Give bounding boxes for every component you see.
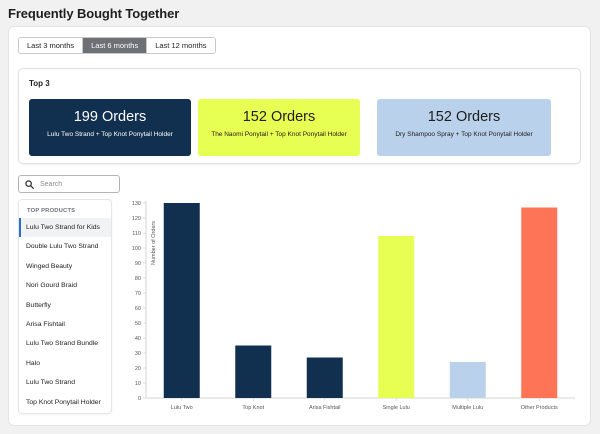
y-tick-label: 100	[132, 246, 141, 252]
bar-lulu-two	[163, 203, 200, 398]
y-tick-label: 80	[135, 276, 141, 282]
product-item[interactable]: Arisa Fishtail	[26, 320, 65, 328]
y-axis-label: Number of Orders	[151, 221, 157, 265]
y-tick-label: 60	[135, 306, 141, 312]
top3-title: Top 3	[29, 79, 50, 88]
top-products-list: TOP PRODUCTS Lulu Two Strand for Kids Do…	[18, 199, 112, 414]
x-tick-label: Other Products	[521, 405, 558, 411]
tab-last-12-months[interactable]: Last 12 months	[147, 38, 215, 53]
y-tick-label: 70	[135, 291, 141, 297]
product-item[interactable]: Butterfly	[26, 301, 51, 309]
product-item[interactable]: Double Lulu Two Strand	[26, 243, 99, 251]
y-tick-label: 110	[132, 231, 141, 237]
search-box[interactable]	[18, 175, 120, 193]
top3-card-1: 199 Orders Lulu Two Strand + Top Knot Po…	[29, 99, 191, 156]
search-input[interactable]	[40, 180, 120, 188]
product-item[interactable]: Winged Beauty	[26, 262, 73, 270]
y-tick-label: 90	[135, 261, 141, 267]
x-tick-label: Multiple Lulu	[452, 405, 483, 411]
y-tick-label: 20	[135, 366, 141, 372]
top3-card-value: 199 Orders	[73, 109, 147, 125]
y-tick-label: 30	[135, 351, 141, 357]
y-tick-label: 10	[135, 381, 141, 387]
product-item[interactable]: Lulu Two Strand	[26, 379, 75, 387]
top3-card-value: 152 Orders	[427, 109, 501, 125]
bar-single-lulu	[378, 236, 415, 398]
tab-last-3-months[interactable]: Last 3 months	[19, 38, 84, 53]
y-tick-label: 50	[135, 321, 141, 327]
product-item[interactable]: Nori Gourd Braid	[26, 282, 77, 290]
top3-card-value: 152 Orders	[242, 109, 316, 125]
top3-card-label: Lulu Two Strand + Top Knot Ponytail Hold…	[47, 131, 173, 138]
date-range-tabs: Last 3 months Last 6 months Last 12 mont…	[18, 37, 216, 54]
product-item[interactable]: Halo	[26, 359, 40, 367]
search-icon	[25, 179, 34, 189]
tab-last-6-months[interactable]: Last 6 months	[83, 38, 148, 53]
x-tick-label: Arisa Fishtail	[309, 405, 340, 411]
product-item[interactable]: Top Knot Ponytail Holder	[26, 398, 101, 406]
orders-bar-chart: 0 10 20 30 40 50 60 70 80 90 100 110 120 130 Number of…	[132, 201, 575, 411]
y-tick-label: 0	[138, 396, 141, 402]
top3-card-label: Dry Shampoo Spray + Top Knot Ponytail Ho…	[395, 131, 533, 138]
top3-card-2: 152 Orders The Naomi Ponytail + Top Knot…	[198, 99, 360, 156]
top-products-header: TOP PRODUCTS	[27, 208, 76, 214]
product-item[interactable]: Lulu Two Strand for Kids	[19, 218, 111, 238]
top3-panel: Top 3 199 Orders Lulu Two Strand + Top K…	[18, 68, 581, 164]
x-tick-label: Top Knot	[242, 405, 264, 411]
y-tick-label: 40	[135, 336, 141, 342]
y-tick-label: 130	[132, 201, 141, 207]
product-item[interactable]: Lulu Two Strand Bundle	[26, 340, 99, 348]
x-tick-label: Lulu Two	[171, 405, 193, 411]
bar-top-knot	[235, 345, 272, 398]
x-tick-label: Single Lulu	[383, 405, 410, 411]
bar-other-products	[521, 207, 558, 398]
y-tick-label: 120	[132, 216, 141, 222]
bar-multiple-lulu	[449, 362, 486, 398]
top3-card-label: The Naomi Ponytail + Top Knot Ponytail H…	[211, 131, 347, 138]
page-title: Frequently Bought Together	[8, 6, 180, 21]
main-card: Last 3 months Last 6 months Last 12 mont…	[8, 26, 591, 426]
bar-arisa-fishtail	[306, 357, 343, 398]
top3-card-3: 152 Orders Dry Shampoo Spray + Top Knot …	[377, 99, 551, 156]
